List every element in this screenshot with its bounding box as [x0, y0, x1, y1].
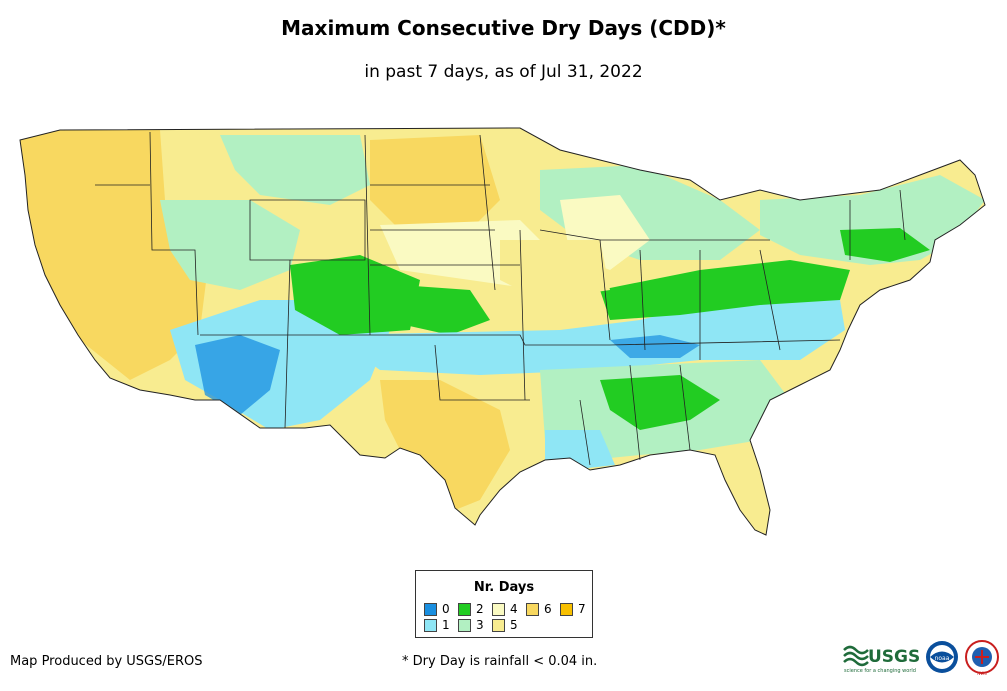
map-regions — [20, 130, 985, 530]
agency-logos: USGS science for a changing world noaa N… — [843, 640, 999, 676]
legend-swatch — [560, 602, 573, 616]
legend-label: 0 — [442, 602, 450, 616]
region-rockies-green — [160, 200, 300, 290]
legend-swatch — [526, 602, 539, 616]
usgs-logo: USGS science for a changing world — [843, 645, 920, 674]
legend-item-1: 1 — [424, 618, 450, 632]
legend-swatch — [424, 602, 437, 616]
usgs-tagline: science for a changing world — [844, 668, 916, 674]
region-newyork-2days — [840, 228, 930, 262]
legend-swatch — [492, 618, 505, 632]
usgs-logo-text: USGS — [868, 647, 920, 667]
region-west-6days — [20, 130, 210, 380]
region-kansas-2days — [400, 285, 490, 335]
region-montana-3days — [220, 135, 370, 205]
region-kentucky-0days — [610, 335, 700, 358]
state-borders — [95, 131, 906, 466]
nws-logo-text: NWS — [977, 671, 987, 676]
map-credit: Map Produced by USGS/EROS — [10, 654, 203, 669]
legend-swatch — [424, 618, 437, 632]
legend-label: 5 — [510, 618, 518, 632]
region-dakotas-6days — [370, 135, 500, 230]
region-midwest-2days — [600, 260, 850, 320]
legend-label: 7 — [578, 602, 586, 616]
region-iowa-5days — [500, 240, 610, 300]
legend-label: 4 — [510, 602, 518, 616]
legend-label: 2 — [476, 602, 484, 616]
dry-day-note: * Dry Day is rainfall < 0.04 in. — [402, 654, 598, 669]
map-title: Maximum Consecutive Dry Days (CDD)* — [281, 16, 726, 40]
noaa-logo: noaa — [926, 641, 958, 673]
legend-swatch — [458, 602, 471, 616]
legend-label: 6 — [544, 602, 552, 616]
legend-title: Nr. Days — [473, 580, 535, 595]
legend-item-3: 3 — [458, 618, 484, 632]
legend-item-4: 4 — [492, 602, 518, 616]
legend-label: 1 — [442, 618, 450, 632]
map-subtitle: in past 7 days, as of Jul 31, 2022 — [364, 62, 643, 82]
region-florida-5days — [700, 445, 770, 530]
legend-item-6: 6 — [526, 602, 552, 616]
legend-item-7: 7 — [560, 602, 586, 616]
legend-item-2: 2 — [458, 602, 484, 616]
region-colorado-2days — [290, 255, 420, 335]
region-southeast-2days — [600, 375, 720, 430]
region-texas-5days — [380, 380, 510, 510]
legend-item-5: 5 — [492, 618, 518, 632]
region-southwest-0days — [195, 335, 280, 415]
legend-swatch — [458, 618, 471, 632]
region-central-1day — [330, 290, 845, 375]
nws-logo: NWS — [965, 640, 999, 676]
noaa-logo-text: noaa — [935, 655, 950, 662]
legend: Nr. Days 0 1 2 3 4 5 6 7 — [415, 570, 593, 638]
legend-item-0: 0 — [424, 602, 450, 616]
legend-swatch — [492, 602, 505, 616]
legend-label: 3 — [476, 618, 484, 632]
